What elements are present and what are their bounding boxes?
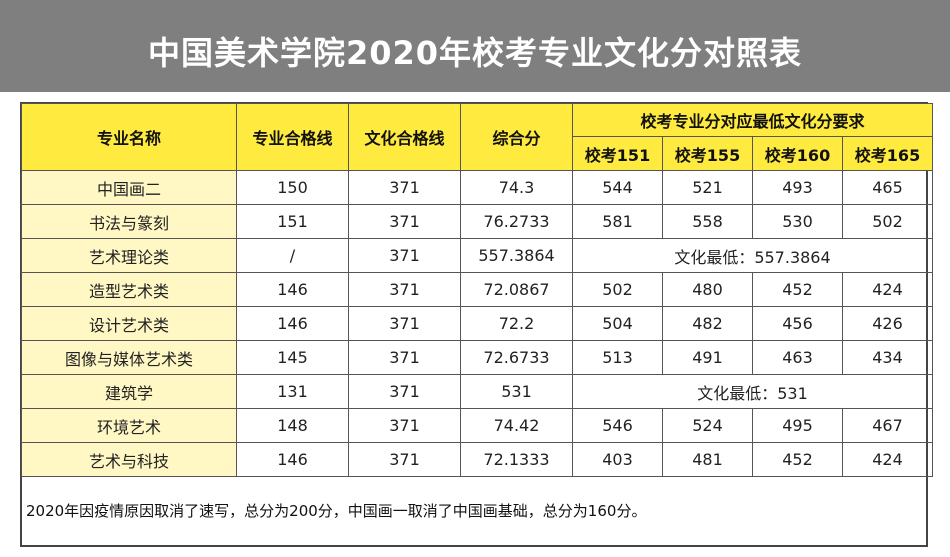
- footnote: 2020年因疫情原因取消了速写，总分为200分，中国画一取消了中国画基础，总分为…: [26, 502, 647, 520]
- score-table: 专业名称 专业合格线 文化合格线 综合分 校考专业分对应最低文化分要求 校考15…: [21, 103, 933, 477]
- s151-cell: 502: [572, 272, 663, 307]
- culture-line-cell: 371: [348, 238, 461, 273]
- culture-line-cell: 371: [348, 340, 461, 375]
- pro-line-cell: /: [236, 238, 349, 273]
- s155-cell: 480: [662, 272, 753, 307]
- composite-cell: 76.2733: [460, 204, 573, 239]
- header-major: 专业名称: [21, 103, 237, 171]
- s165-cell: 434: [842, 340, 933, 375]
- table-row: 图像与媒体艺术类 145 371 72.6733 513 491 463 434: [21, 340, 933, 375]
- major-name: 中国画二: [21, 170, 237, 205]
- culture-line-cell: 371: [348, 374, 461, 409]
- pro-line-cell: 151: [236, 204, 349, 239]
- table-row: 书法与篆刻 151 371 76.2733 581 558 530 502: [21, 204, 933, 239]
- pro-line-cell: 148: [236, 408, 349, 443]
- table-row: 造型艺术类 146 371 72.0867 502 480 452 424: [21, 272, 933, 307]
- header-s165: 校考165: [842, 136, 933, 171]
- s155-cell: 491: [662, 340, 753, 375]
- table-row: 环境艺术 148 371 74.42 546 524 495 467: [21, 408, 933, 443]
- composite-cell: 72.2: [460, 306, 573, 341]
- header-pro-line: 专业合格线: [236, 103, 349, 171]
- culture-line-cell: 371: [348, 306, 461, 341]
- table-row: 中国画二 150 371 74.3 544 521 493 465: [21, 170, 933, 205]
- composite-cell: 72.6733: [460, 340, 573, 375]
- major-name: 艺术与科技: [21, 442, 237, 477]
- s165-cell: 426: [842, 306, 933, 341]
- s160-cell: 463: [752, 340, 843, 375]
- table-row: 艺术与科技 146 371 72.1333 403 481 452 424: [21, 442, 933, 477]
- merged-requirement-cell: 文化最低：531: [572, 374, 933, 409]
- header-s160: 校考160: [752, 136, 843, 171]
- culture-line-cell: 371: [348, 408, 461, 443]
- s160-cell: 493: [752, 170, 843, 205]
- s160-cell: 452: [752, 272, 843, 307]
- composite-cell: 74.3: [460, 170, 573, 205]
- major-name: 环境艺术: [21, 408, 237, 443]
- s155-cell: 558: [662, 204, 753, 239]
- header-composite: 综合分: [460, 103, 573, 171]
- header-s155: 校考155: [662, 136, 753, 171]
- table-row: 艺术理论类 / 371 557.3864 文化最低：557.3864: [21, 238, 933, 273]
- s160-cell: 456: [752, 306, 843, 341]
- composite-cell: 557.3864: [460, 238, 573, 273]
- s151-cell: 581: [572, 204, 663, 239]
- major-name: 建筑学: [21, 374, 237, 409]
- page-title: 中国美术学院2020年校考专业文化分对照表: [147, 34, 803, 72]
- major-name: 图像与媒体艺术类: [21, 340, 237, 375]
- major-name: 造型艺术类: [21, 272, 237, 307]
- s151-cell: 513: [572, 340, 663, 375]
- s165-cell: 424: [842, 442, 933, 477]
- culture-line-cell: 371: [348, 442, 461, 477]
- s155-cell: 521: [662, 170, 753, 205]
- composite-cell: 531: [460, 374, 573, 409]
- composite-cell: 72.1333: [460, 442, 573, 477]
- s160-cell: 495: [752, 408, 843, 443]
- culture-line-cell: 371: [348, 272, 461, 307]
- culture-line-cell: 371: [348, 204, 461, 239]
- pro-line-cell: 150: [236, 170, 349, 205]
- table-row: 设计艺术类 146 371 72.2 504 482 456 426: [21, 306, 933, 341]
- s165-cell: 502: [842, 204, 933, 239]
- s155-cell: 482: [662, 306, 753, 341]
- major-name: 书法与篆刻: [21, 204, 237, 239]
- pro-line-cell: 146: [236, 272, 349, 307]
- s165-cell: 467: [842, 408, 933, 443]
- s160-cell: 452: [752, 442, 843, 477]
- pro-line-cell: 146: [236, 306, 349, 341]
- s155-cell: 481: [662, 442, 753, 477]
- s151-cell: 403: [572, 442, 663, 477]
- pro-line-cell: 131: [236, 374, 349, 409]
- composite-cell: 72.0867: [460, 272, 573, 307]
- culture-line-cell: 371: [348, 170, 461, 205]
- pro-line-cell: 145: [236, 340, 349, 375]
- header-culture-line: 文化合格线: [348, 103, 461, 171]
- major-name: 艺术理论类: [21, 238, 237, 273]
- s165-cell: 424: [842, 272, 933, 307]
- composite-cell: 74.42: [460, 408, 573, 443]
- major-name: 设计艺术类: [21, 306, 237, 341]
- title-banner: 中国美术学院2020年校考专业文化分对照表: [0, 0, 950, 92]
- table-row: 建筑学 131 371 531 文化最低：531: [21, 374, 933, 409]
- merged-requirement-cell: 文化最低：557.3864: [572, 238, 933, 273]
- s160-cell: 530: [752, 204, 843, 239]
- s151-cell: 504: [572, 306, 663, 341]
- header-requirement-group: 校考专业分对应最低文化分要求: [572, 103, 933, 137]
- s155-cell: 524: [662, 408, 753, 443]
- header-s151: 校考151: [572, 136, 663, 171]
- s151-cell: 544: [572, 170, 663, 205]
- s151-cell: 546: [572, 408, 663, 443]
- pro-line-cell: 146: [236, 442, 349, 477]
- s165-cell: 465: [842, 170, 933, 205]
